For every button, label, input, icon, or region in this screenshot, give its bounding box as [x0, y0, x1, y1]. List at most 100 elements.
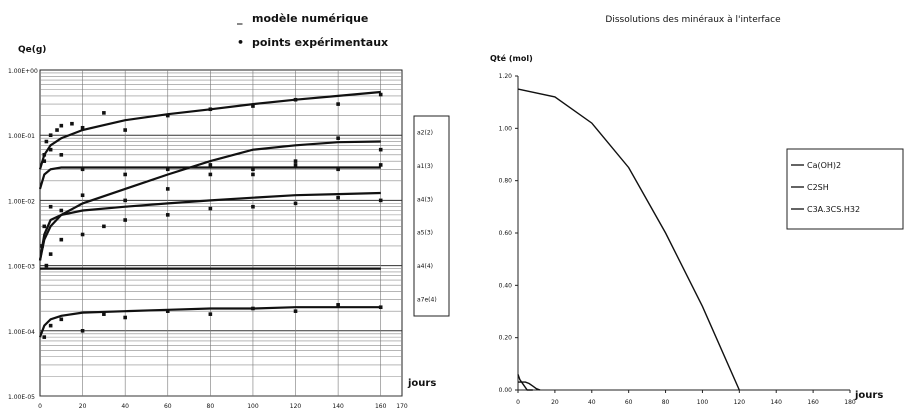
left-data-point [165, 113, 170, 118]
right-series-line [518, 381, 541, 391]
legend-model-label: modèle numérique [252, 12, 368, 25]
right-series-line [517, 374, 533, 391]
right-x-tick-label: 160 [807, 399, 819, 406]
left-series-line [38, 306, 381, 338]
left-data-point [59, 153, 64, 157]
left-legend-entry: a4(4) [417, 263, 433, 270]
left-data-point [80, 167, 85, 172]
left-data-point [59, 237, 64, 242]
left-data-point [293, 159, 298, 163]
left-data-point [208, 172, 213, 177]
left-data-point [165, 309, 170, 313]
left-data-point [123, 128, 127, 132]
legend-points-label: points expérimentaux [252, 36, 388, 49]
right-chart-title: Dissolutions des minéraux à l'interface [605, 14, 781, 25]
right-y-tick-label: 1.20 [499, 73, 513, 80]
left-legend-entry: a7e(4) [417, 296, 437, 303]
right-y-axis-label: Qté (mol) [490, 53, 533, 63]
left-data-point [378, 198, 383, 203]
right-x-tick-label: 0 [516, 399, 520, 406]
left-data-point [59, 123, 64, 128]
right-y-tick-label: 0.60 [499, 230, 513, 237]
right-x-tick-label: 180 [844, 399, 856, 406]
left-data-point [251, 172, 255, 177]
right-y-tick-label: 0.00 [499, 387, 513, 394]
left-y-tick-label: 1.00E-04 [8, 329, 35, 336]
right-y-tick-label: 0.20 [499, 335, 513, 342]
left-grid [40, 70, 402, 397]
left-data-point [208, 163, 213, 167]
right-legend-box [786, 148, 904, 230]
left-data-point [48, 147, 53, 152]
left-legend-entry: a1(3) [417, 163, 433, 170]
right-y-tick-label: 0.80 [499, 178, 513, 185]
left-data-point [48, 323, 53, 328]
left-data-point [165, 187, 170, 191]
left-data-point [70, 121, 74, 126]
left-data-points [40, 92, 383, 339]
left-data-point [80, 193, 85, 198]
right-y-tick-labels: 0.00 0.20 0.40 0.60 0.80 1.00 1.20 [499, 73, 513, 394]
left-chart: _ modèle numérique • points expérimentau… [8, 12, 450, 410]
right-legend-entry: C2SH [807, 183, 829, 192]
left-x-tick-labels: 0 20 40 60 80 100 120 140 160 170 [38, 403, 408, 410]
left-data-point [55, 128, 59, 132]
left-data-point [42, 224, 47, 229]
right-legend: Ca(OH)2 C2SH C3A.3CS.H32 [791, 161, 860, 214]
left-data-point [102, 224, 106, 229]
right-series-lines [517, 88, 740, 391]
left-data-point [123, 315, 127, 320]
left-plot-frame [39, 69, 403, 397]
left-data-point [251, 167, 255, 172]
left-x-tick-label: 120 [290, 403, 302, 410]
left-data-point [293, 201, 298, 206]
left-series-line [38, 90, 381, 170]
left-x-tick-label: 60 [164, 403, 172, 410]
left-y-tick-label: 1.00E-01 [8, 133, 35, 140]
left-data-point [59, 317, 64, 322]
left-legend-entry: a5(3) [417, 230, 433, 237]
left-data-point [165, 213, 170, 217]
left-data-point [251, 104, 255, 108]
right-y-tick-label: 1.00 [499, 125, 513, 132]
right-legend-entry: C3A.3CS.H32 [807, 205, 860, 214]
left-data-point [336, 102, 340, 106]
left-data-point [208, 312, 213, 316]
left-y-tick-label: 1.00E-02 [8, 198, 35, 205]
left-y-tick-label: 1.00E+00 [8, 68, 38, 75]
right-x-tick-label: 80 [662, 399, 670, 406]
left-x-tick-label: 160 [375, 403, 387, 410]
left-y-tick-labels: 1.00E+00 1.00E-01 1.00E-02 1.00E-03 1.00E-04… [8, 68, 38, 401]
left-legend-box [413, 115, 450, 317]
left-data-point [59, 208, 64, 213]
left-data-point [123, 218, 127, 222]
left-data-point [123, 172, 127, 177]
left-data-point [378, 163, 383, 167]
left-data-point [102, 111, 106, 115]
left-data-point [80, 329, 85, 333]
left-data-point [293, 97, 298, 102]
left-data-point [123, 198, 127, 203]
left-x-tick-label: 40 [121, 403, 129, 410]
left-data-point [208, 206, 213, 211]
right-x-axis-label: jours [854, 390, 883, 401]
left-data-point [48, 133, 53, 137]
left-data-point [336, 136, 340, 140]
left-data-point [251, 306, 255, 311]
left-series-line [38, 166, 381, 190]
left-y-axis-label: Qe(g) [18, 45, 46, 55]
left-x-tick-label: 0 [38, 403, 42, 410]
left-data-point [378, 92, 383, 97]
right-x-tick-label: 40 [588, 399, 596, 406]
right-x-tick-label: 120 [734, 399, 746, 406]
left-x-axis-label: jours [407, 378, 436, 389]
right-series-line [517, 88, 740, 391]
left-legend-entry: a4(3) [417, 196, 433, 203]
right-y-tick-label: 0.40 [499, 282, 513, 289]
left-data-point [293, 163, 298, 167]
left-data-point [48, 204, 53, 209]
left-data-point [80, 232, 85, 237]
left-data-point [80, 125, 85, 130]
right-x-tick-labels: 0 20 40 60 80 100 120 140 160 180 [516, 399, 856, 406]
right-x-tick-label: 60 [625, 399, 633, 406]
